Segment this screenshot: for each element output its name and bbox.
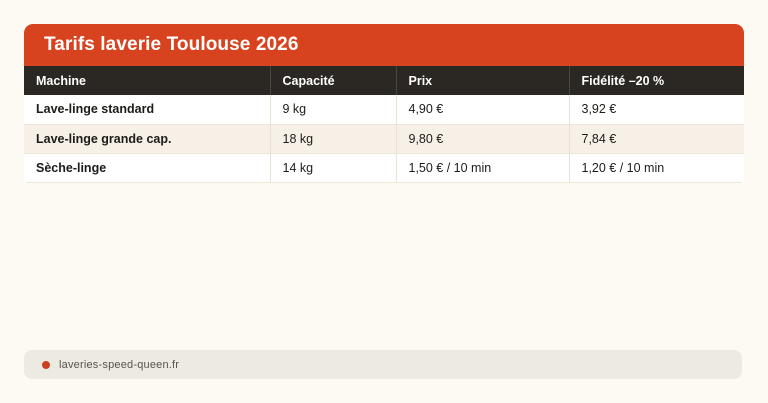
source-text: laveries-speed-queen.fr — [59, 358, 180, 371]
table-row: Sèche-linge 14 kg 1,50 € / 10 min 1,20 €… — [24, 153, 744, 183]
cell-capacite: 9 kg — [269, 95, 396, 125]
cell-prix: 9,80 € — [395, 124, 569, 154]
page-title: Tarifs laverie Toulouse 2026 — [44, 34, 299, 55]
bullet-dot-icon — [42, 360, 50, 369]
cell-prix: 1,50 € / 10 min — [395, 153, 569, 183]
cell-fidelite: 3,92 € — [568, 95, 744, 125]
cell-prix: 4,90 € — [395, 95, 569, 125]
pricing-table: Machine Capacité Prix Fidélité –20 % Lav… — [24, 66, 744, 183]
cell-capacite: 18 kg — [269, 124, 396, 154]
cell-fidelite: 7,84 € — [568, 124, 744, 154]
column-header-machine: Machine — [24, 66, 270, 95]
table-row: Lave-linge standard 9 kg 4,90 € 3,92 € — [24, 95, 744, 125]
table-header-row: Machine Capacité Prix Fidélité –20 % — [24, 66, 744, 95]
cell-machine: Lave-linge grande cap. — [24, 124, 270, 154]
cell-machine: Sèche-linge — [24, 153, 270, 183]
table-row: Lave-linge grande cap. 18 kg 9,80 € 7,84… — [24, 124, 744, 154]
cell-fidelite: 1,20 € / 10 min — [568, 153, 744, 183]
cell-capacite: 14 kg — [269, 153, 396, 183]
column-header-capacite: Capacité — [269, 66, 396, 95]
cell-machine: Lave-linge standard — [24, 95, 270, 125]
column-header-fidelite: Fidélité –20 % — [568, 66, 744, 95]
column-header-prix: Prix — [395, 66, 569, 95]
source-bar: laveries-speed-queen.fr — [24, 350, 742, 379]
card-title-bar: Tarifs laverie Toulouse 2026 — [24, 24, 744, 66]
pricing-card: Tarifs laverie Toulouse 2026 Machine Cap… — [24, 24, 744, 183]
